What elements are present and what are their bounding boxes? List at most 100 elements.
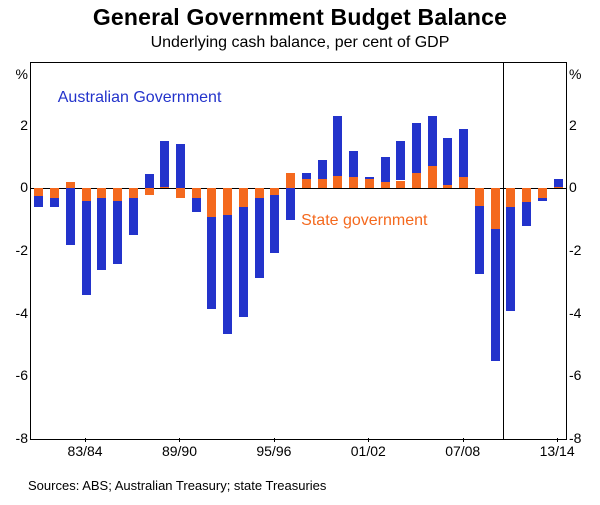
state-bar-segment (238, 188, 248, 208)
aus-bar-segment (443, 138, 453, 186)
state-bar-segment (207, 188, 217, 217)
state-bar-segment (490, 188, 500, 230)
y-tick-label: -8 (569, 430, 582, 446)
x-axis-tick (368, 438, 370, 442)
state-bar-segment (301, 178, 311, 189)
state-bar-segment (113, 188, 123, 201)
aus-bar-segment (175, 144, 185, 189)
y-tick-label: 2 (569, 116, 577, 133)
aus-bar-segment (144, 174, 154, 189)
series-label-state-government: State government (301, 211, 428, 229)
aus-bar-segment (81, 200, 91, 295)
chart-title: General Government Budget Balance (92, 4, 508, 30)
aus-bar-segment (412, 122, 421, 173)
y-tick-label: 0 (569, 179, 577, 196)
series-label-australian-government: Australian Government (57, 89, 222, 107)
x-tick-label: 13/14 (539, 443, 575, 459)
aus-bar-segment (380, 157, 390, 183)
y-tick-label: 0 (20, 179, 28, 196)
aus-bar-segment (113, 200, 123, 264)
state-bar-segment (286, 172, 296, 189)
aus-bar-segment (207, 216, 217, 309)
aus-bar-segment (128, 197, 138, 236)
x-axis-tick (462, 438, 464, 442)
x-axis-tick (273, 438, 275, 442)
aus-bar-segment (364, 177, 374, 179)
aus-bar-segment (50, 197, 60, 208)
state-bar-segment (553, 186, 563, 189)
state-bar-segment (50, 188, 60, 198)
state-bar-segment (65, 182, 75, 189)
aus-bar-segment (506, 207, 516, 311)
state-bar-segment (349, 177, 359, 189)
x-axis-tick (179, 438, 181, 442)
state-bar-segment (97, 188, 107, 198)
y-tick-label: -2 (15, 242, 28, 258)
aus-bar-segment (537, 197, 547, 201)
state-bar-segment (34, 188, 44, 197)
aus-bar-segment (301, 172, 311, 179)
x-tick-label: 83/84 (67, 443, 103, 459)
aus-bar-segment (191, 197, 201, 212)
y-tick-label: -6 (569, 367, 582, 384)
state-bar-segment (223, 188, 233, 215)
state-bar-segment (270, 188, 280, 195)
aus-bar-segment (65, 188, 75, 245)
aus-bar-segment (396, 141, 406, 181)
y-axis-right: % 2 0 -2 -4 -6 -8 (569, 62, 596, 446)
state-bar-segment (81, 188, 91, 201)
state-bar-segment (522, 188, 532, 203)
state-bar-segment (333, 175, 343, 189)
aus-bar-segment (238, 207, 248, 317)
x-tick-label: 89/90 (161, 443, 197, 459)
chart-subtitle: Underlying cash balance, per cent of GDP (150, 34, 450, 51)
aus-bar-segment (333, 116, 343, 176)
y-tick-label: 2 (20, 116, 28, 133)
state-bar-segment (537, 188, 547, 198)
aus-bar-segment (490, 229, 500, 361)
aus-bar-segment (254, 197, 264, 278)
y-tick-label: -4 (15, 304, 28, 321)
aus-bar-segment (459, 128, 469, 178)
state-bar-segment (427, 166, 437, 189)
x-tick-label: 07/08 (445, 443, 481, 459)
state-bar-segment (380, 182, 390, 189)
y-axis-unit-label: % (15, 66, 28, 82)
aus-bar-segment (317, 160, 327, 179)
aus-bar-segment (97, 197, 107, 270)
state-bar-segment (506, 188, 516, 208)
aus-bar-segment (474, 205, 484, 275)
y-axis-unit-label: % (569, 66, 582, 82)
sources-note: Sources: ABS; Australian Treasury; state… (28, 478, 327, 493)
state-bar-segment (191, 188, 201, 198)
state-bar-segment (412, 172, 421, 189)
x-axis-tick (557, 438, 559, 442)
state-bar-segment (459, 177, 469, 189)
aus-bar-segment (522, 202, 532, 226)
aus-bar-segment (349, 150, 359, 178)
zero-line (31, 188, 566, 190)
state-bar-segment (144, 188, 154, 195)
state-bar-segment (396, 180, 406, 189)
y-tick-label: -2 (569, 242, 582, 258)
state-bar-segment (128, 188, 138, 198)
aus-bar-segment (223, 214, 233, 335)
forecast-divider-line (503, 63, 505, 439)
aus-bar-segment (553, 178, 563, 187)
state-bar-segment (317, 178, 327, 189)
state-bar-segment (254, 188, 264, 198)
y-tick-label: -6 (15, 367, 28, 384)
aus-bar-segment (427, 116, 437, 167)
y-tick-label: -4 (569, 304, 582, 321)
state-bar-segment (175, 188, 185, 198)
aus-bar-segment (270, 194, 280, 253)
aus-bar-segment (286, 188, 296, 220)
state-bar-segment (443, 185, 453, 189)
state-bar-segment (160, 186, 170, 189)
state-bar-segment (364, 178, 374, 189)
aus-bar-segment (160, 141, 170, 187)
x-axis-tick (85, 438, 87, 442)
plot-area: Australian Government State government (30, 62, 567, 440)
y-axis-left: % 2 0 -2 -4 -6 -8 (1, 62, 28, 446)
